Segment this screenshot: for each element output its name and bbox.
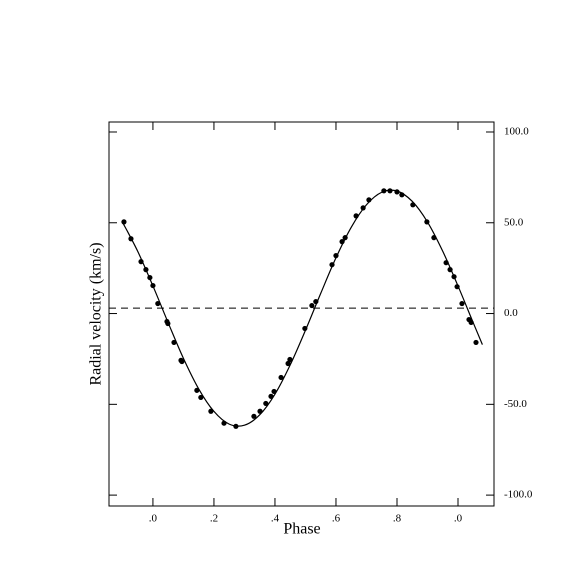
data-point: [155, 300, 161, 307]
data-point: [394, 189, 400, 195]
data-point: [147, 274, 153, 281]
data-point: [287, 356, 293, 363]
data-point: [447, 267, 453, 273]
data-point: [342, 235, 348, 241]
data-point: [459, 300, 465, 307]
data-point: [313, 298, 319, 305]
data-point: [468, 319, 474, 326]
data-point: [302, 325, 308, 332]
data-point: [366, 197, 372, 203]
data-point: [410, 202, 416, 208]
x-tick-label: .2: [210, 513, 218, 525]
data-point: [454, 284, 460, 290]
data-point: [194, 387, 200, 393]
data-point: [387, 188, 393, 194]
x-tick-label: .6: [332, 513, 341, 525]
y-tick-label: -100.0: [504, 489, 533, 501]
y-axis-label: Radial velocity (km/s): [88, 242, 105, 385]
data-point: [271, 388, 277, 395]
data-point: [179, 358, 185, 365]
data-point: [143, 267, 149, 273]
data-point: [399, 192, 405, 198]
data-point: [360, 205, 366, 211]
data-point: [251, 413, 257, 419]
y-tick-label: 50.0: [504, 216, 524, 228]
data-point: [339, 239, 345, 245]
data-point: [128, 236, 134, 242]
data-point: [381, 188, 387, 194]
x-tick-label: .4: [271, 513, 280, 525]
data-point: [329, 262, 335, 268]
data-point: [233, 423, 239, 429]
data-point: [257, 408, 263, 414]
plot-frame: [108, 121, 495, 507]
data-point: [150, 282, 156, 289]
data-point: [268, 393, 274, 399]
data-point: [353, 213, 359, 219]
data-point: [443, 260, 449, 266]
data-point: [424, 219, 430, 225]
data-point: [198, 394, 204, 401]
y-tick-label: -50.0: [504, 398, 527, 410]
y-tick-label: 100.0: [504, 126, 529, 138]
data-point: [165, 320, 171, 327]
y-tick-label: 0.0: [504, 307, 518, 319]
data-point: [221, 420, 227, 426]
data-point: [171, 339, 177, 346]
data-point: [431, 235, 437, 241]
data-point: [333, 253, 339, 259]
data-point: [138, 259, 144, 265]
data-point: [263, 400, 269, 407]
data-point: [473, 339, 479, 346]
data-point: [309, 302, 315, 309]
data-point: [451, 274, 457, 280]
data-point: [208, 408, 214, 414]
x-tick-label: .0: [149, 513, 158, 525]
data-point: [278, 374, 284, 381]
x-axis-label: Phase: [283, 521, 320, 538]
x-tick-label: .8: [393, 513, 402, 525]
data-point: [121, 219, 127, 225]
x-tick-label: .0: [454, 513, 463, 525]
data-point: [285, 360, 291, 367]
